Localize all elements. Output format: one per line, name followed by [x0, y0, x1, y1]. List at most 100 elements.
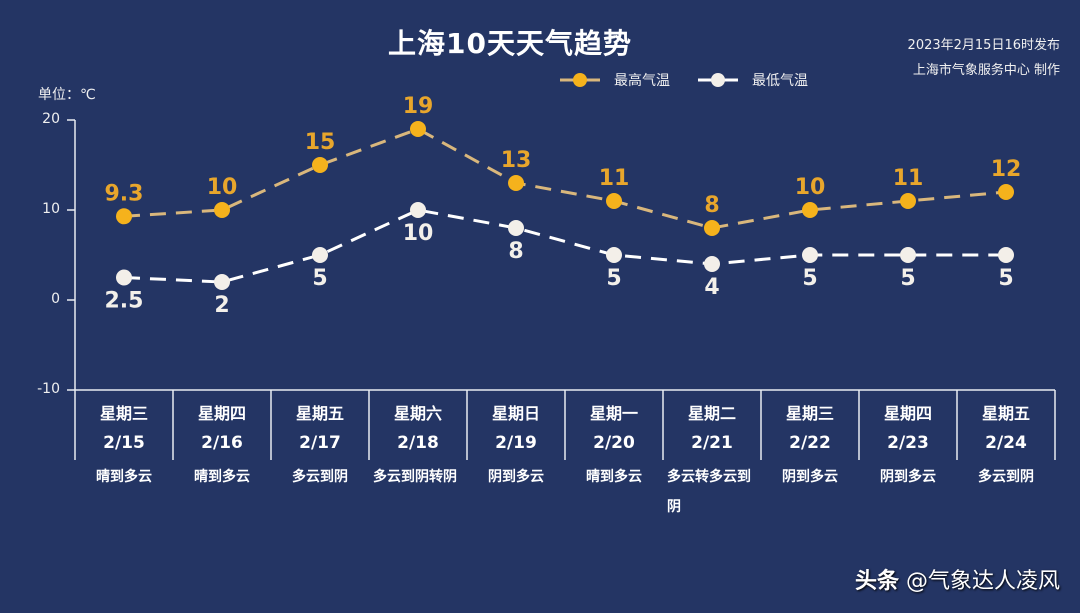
- weekday-label: 星期四: [197, 404, 246, 423]
- day-column: 星期六 2/18 多云到阴转阴: [369, 396, 467, 492]
- low-temp-label: 5: [312, 266, 327, 291]
- day-column: 星期四 2/16 晴到多云: [173, 396, 271, 492]
- high-line-marker-icon: [560, 73, 600, 87]
- low-temp-label: 2.5: [105, 289, 144, 314]
- date-label: 2/19: [495, 433, 537, 453]
- y-tick-10: 10: [42, 201, 60, 217]
- high-temp-label: 9.3: [105, 181, 144, 206]
- low-temp-marker: [410, 202, 426, 218]
- watermark-handle: @气象达人凌风: [905, 569, 1060, 594]
- low-temp-marker: [704, 256, 720, 272]
- high-temp-marker: [214, 202, 230, 218]
- y-tick-0: 0: [51, 291, 60, 307]
- low-temp-label: 5: [802, 266, 817, 291]
- high-temp-label: 10: [795, 175, 826, 200]
- legend-low-label: 最低气温: [752, 73, 808, 89]
- low-temp-label: 10: [403, 221, 434, 246]
- weekday-label: 星期日: [491, 404, 540, 423]
- legend-item-high: 最高气温: [560, 70, 670, 90]
- high-temp-label: 19: [403, 94, 434, 119]
- high-temp-marker: [802, 202, 818, 218]
- weather-label: 晴到多云: [194, 469, 250, 485]
- weather-label: 多云到阴转阴: [373, 469, 457, 485]
- legend: 最高气温 最低气温: [560, 70, 808, 90]
- weather-label: 晴到多云: [586, 469, 642, 485]
- high-temp-marker: [312, 157, 328, 173]
- low-temp-label: 5: [606, 266, 621, 291]
- weather-label: 阴到多云: [880, 469, 936, 485]
- date-label: 2/17: [299, 433, 341, 453]
- weekday-label: 星期五: [981, 404, 1030, 423]
- low-temp-line: [123, 208, 1006, 284]
- weekday-label: 星期一: [589, 404, 638, 423]
- weather-label: 多云到阴: [978, 469, 1034, 485]
- weekday-label: 星期六: [393, 404, 442, 423]
- watermark: 头条 @气象达人凌风: [855, 563, 1060, 595]
- high-temp-marker: [410, 121, 426, 137]
- day-column: 星期五 2/17 多云到阴: [271, 396, 369, 492]
- weekday-label: 星期三: [99, 404, 148, 423]
- weekday-label: 星期三: [785, 404, 834, 423]
- high-temp-marker: [508, 175, 524, 191]
- date-label: 2/16: [201, 433, 243, 453]
- low-temp-marker: [606, 247, 622, 263]
- date-label: 2/15: [103, 433, 145, 453]
- low-temp-marker: [214, 274, 230, 290]
- day-column: 星期二 2/21 多云转多云到阴: [663, 396, 761, 522]
- weather-label: 多云转多云到阴: [667, 469, 751, 515]
- high-temp-label: 8: [704, 193, 719, 218]
- high-temp-label: 12: [991, 157, 1022, 182]
- high-temp-marker: [704, 220, 720, 236]
- chart-title: 上海10天天气趋势: [388, 27, 632, 60]
- low-temp-label: 8: [508, 239, 523, 264]
- date-label: 2/21: [691, 433, 733, 453]
- low-temp-label: 5: [900, 266, 915, 291]
- date-label: 2/20: [593, 433, 635, 453]
- weekday-label: 星期二: [687, 404, 736, 423]
- date-label: 2/22: [789, 433, 831, 453]
- legend-high-label: 最高气温: [614, 73, 670, 89]
- watermark-brand: 头条: [854, 569, 899, 594]
- publish-time: 2023年2月15日16时发布: [907, 38, 1060, 53]
- high-temp-label: 11: [599, 166, 630, 191]
- low-temp-marker: [508, 220, 524, 236]
- low-temp-label: 2: [214, 293, 229, 318]
- unit-label: 单位：℃: [38, 87, 96, 103]
- weather-label: 阴到多云: [782, 469, 838, 485]
- date-label: 2/24: [985, 433, 1027, 453]
- weather-label: 阴到多云: [488, 469, 544, 485]
- low-temp-marker: [116, 269, 132, 286]
- y-tick-neg10: -10: [37, 381, 60, 397]
- low-temp-marker: [802, 247, 818, 263]
- high-temp-marker: [606, 193, 622, 209]
- high-temp-label: 11: [893, 166, 924, 191]
- date-label: 2/18: [397, 433, 439, 453]
- legend-item-low: 最低气温: [698, 70, 808, 90]
- high-temp-line: [123, 127, 1007, 230]
- day-column: 星期三 2/22 阴到多云: [761, 396, 859, 492]
- day-column: 星期三 2/15 晴到多云: [75, 396, 173, 492]
- day-column: 星期五 2/24 多云到阴: [957, 396, 1055, 492]
- low-temp-label: 5: [998, 266, 1013, 291]
- high-temp-label: 13: [501, 148, 532, 173]
- high-temp-label: 15: [305, 130, 336, 155]
- low-temp-marker: [900, 247, 916, 263]
- publisher: 上海市气象服务中心 制作: [912, 63, 1060, 78]
- y-tick-20: 20: [42, 111, 60, 127]
- high-temp-marker: [900, 193, 916, 209]
- low-temp-marker: [998, 247, 1014, 263]
- day-column: 星期四 2/23 阴到多云: [859, 396, 957, 492]
- low-line-marker-icon: [698, 73, 738, 87]
- day-column: 星期一 2/20 晴到多云: [565, 396, 663, 492]
- weekday-label: 星期五: [295, 404, 344, 423]
- publish-info: 2023年2月15日16时发布 上海市气象服务中心 制作: [908, 33, 1060, 83]
- low-temp-marker: [312, 247, 328, 263]
- date-label: 2/23: [887, 433, 929, 453]
- weather-label: 多云到阴: [292, 469, 348, 485]
- day-column: 星期日 2/19 阴到多云: [467, 396, 565, 492]
- weekday-label: 星期四: [883, 404, 932, 423]
- low-temp-label: 4: [704, 275, 719, 300]
- high-temp-marker: [998, 184, 1014, 200]
- high-temp-label: 10: [207, 175, 238, 200]
